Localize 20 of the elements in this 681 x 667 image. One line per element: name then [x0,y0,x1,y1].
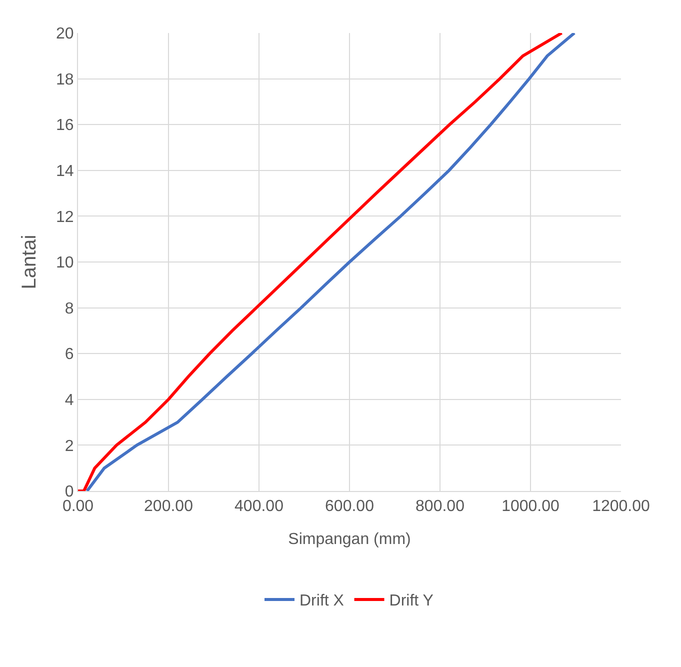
x-tick-label: 1000.00 [502,498,560,516]
y-tick-label: 0 [64,484,74,501]
y-tick-label: 16 [56,117,74,134]
y-axis-title: Lantai [18,234,41,290]
x-tick-label: 800.00 [416,498,465,516]
y-tick-label: 2 [64,438,74,455]
x-axis-title: Simpangan (mm) [288,530,411,548]
x-tick-label: 1200.00 [592,498,650,516]
y-tick-label: 4 [64,392,74,409]
y-tick-label: 8 [64,300,74,318]
y-tick-label: 18 [56,71,74,88]
x-tick-label: 0.00 [62,498,94,516]
x-tick-label: 400.00 [234,498,284,516]
y-tick-label: 14 [56,163,74,180]
y-tick-label: 12 [56,208,74,226]
y-tick-label: 20 [56,26,74,43]
y-tick-label: 10 [56,254,74,272]
y-tick-label: 6 [64,346,74,364]
x-tick-label: 600.00 [325,498,374,516]
x-tick-label: 200.00 [144,498,194,516]
